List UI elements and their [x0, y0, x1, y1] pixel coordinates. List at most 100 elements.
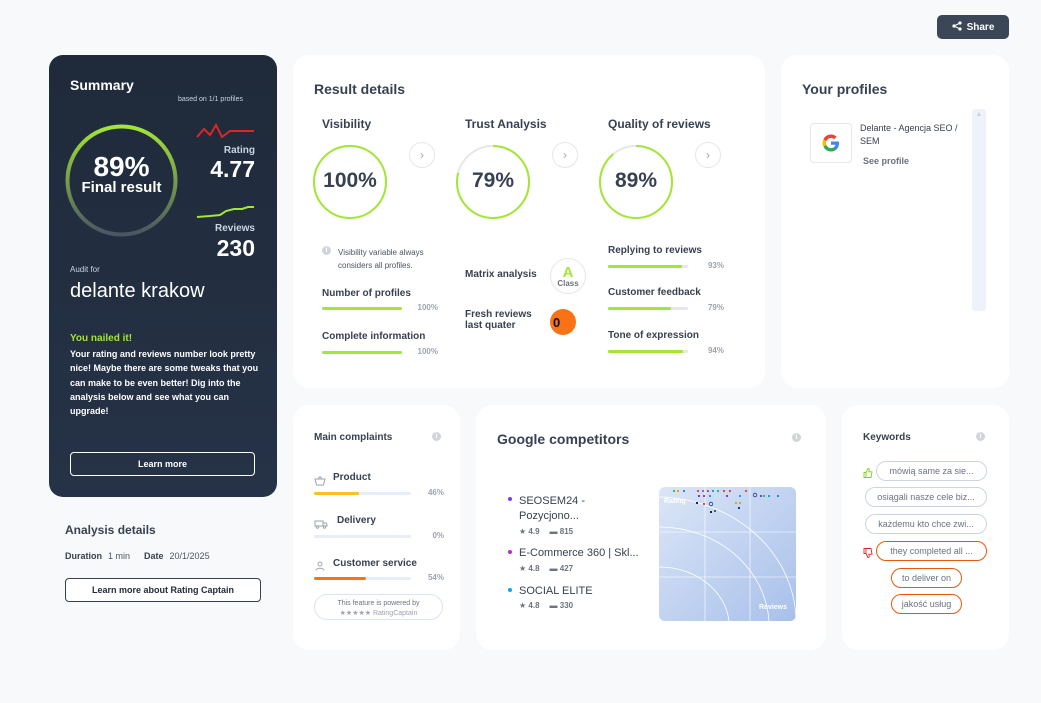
complete-info-bar: [322, 351, 402, 354]
tone-bar: [608, 350, 688, 353]
matrix-label: Matrix analysis: [465, 269, 537, 280]
competitor-stats: ★ 4.8 ▬ 330: [519, 601, 573, 610]
competitor-name[interactable]: E-Commerce 360 | Skl...: [519, 547, 639, 559]
brand-name: RatingCaptain: [372, 610, 418, 617]
keywords-card: Keywords i mówią same za sie... osiągali…: [842, 405, 1009, 650]
chevron-right-icon: ›: [420, 148, 424, 162]
chevron-right-icon: ›: [563, 148, 567, 162]
fresh-reviews-badge: 0: [550, 309, 576, 335]
quality-details-button[interactable]: ›: [695, 142, 721, 168]
product-pct: 46%: [427, 488, 444, 497]
reviews-sparkline: [196, 206, 254, 218]
metric-label: Tone of expression: [608, 330, 699, 341]
metric-label: Number of profiles: [322, 288, 411, 299]
competitor-stats: ★ 4.8 ▬ 427: [519, 564, 573, 573]
trust-ring: [456, 145, 530, 219]
visibility-title: Visibility: [322, 117, 372, 131]
competitor-dot: [508, 588, 512, 592]
star-icon: ★ 4.9: [519, 527, 540, 536]
result-details-card: Result details Visibility 100% › i Visib…: [293, 55, 765, 388]
see-profile-link[interactable]: See profile: [863, 156, 910, 166]
complaint-label: Delivery: [337, 515, 376, 526]
competitor-reviews: 330: [559, 601, 574, 610]
feedback-bar: [608, 307, 688, 310]
complaint-label: Customer service: [333, 558, 417, 569]
competitor-reviews: 427: [559, 564, 574, 573]
profiles-card: Your profiles Delante - Agencja SEO / SE…: [781, 55, 1009, 388]
comment-icon: ▬ 330: [549, 601, 574, 610]
chevron-up-icon[interactable]: ▲: [975, 111, 983, 118]
reviews-value: 230: [216, 235, 255, 261]
visibility-ring: [313, 145, 387, 219]
feedback-pct: 79%: [707, 303, 724, 312]
info-icon[interactable]: i: [432, 432, 441, 441]
result-details-title: Result details: [314, 81, 406, 97]
rating-captain-button[interactable]: Learn more about Rating Captain: [65, 578, 261, 602]
complaints-title: Main complaints: [314, 432, 393, 443]
replying-bar: [608, 265, 688, 268]
visibility-pct: 100%: [323, 169, 377, 192]
powered-by-brand: ★★★★★ RatingCaptain: [315, 609, 442, 619]
competitor-rating: 4.8: [528, 564, 540, 573]
complete-info-pct: 100%: [417, 347, 438, 356]
visibility-metric-profiles: Number of profiles: [322, 288, 411, 299]
summary-card: Summary based on 1/1 profiles 89% Final …: [49, 55, 277, 497]
rating-value: 4.77: [210, 156, 255, 182]
competitor-name[interactable]: SOCIAL ELITE: [519, 585, 593, 597]
fresh-reviews-value: 0: [553, 314, 561, 330]
profiles-bar: [322, 307, 402, 310]
service-bar: [314, 577, 411, 580]
quality-pct: 89%: [614, 169, 658, 192]
truck-icon: [314, 516, 328, 534]
delivery-pct: 0%: [432, 531, 444, 540]
audit-for-label: Audit for: [70, 265, 100, 274]
thumbs-down-icon: [863, 545, 873, 563]
service-pct: 54%: [427, 573, 444, 582]
competitor-rating: 4.9: [528, 527, 540, 536]
info-icon: i: [322, 246, 331, 255]
keyword-positive[interactable]: mówią same za sie...: [876, 461, 987, 481]
keyword-negative[interactable]: jakość usług: [891, 594, 962, 614]
comment-icon: ▬ 815: [549, 527, 574, 536]
competitors-title: Google competitors: [497, 431, 630, 447]
share-label: Share: [966, 21, 995, 33]
keyword-negative[interactable]: to deliver on: [891, 568, 962, 588]
visibility-details-button[interactable]: ›: [409, 142, 435, 168]
final-result-ring: [65, 124, 178, 237]
keyword-negative[interactable]: they completed all ...: [876, 541, 987, 561]
share-button[interactable]: Share: [937, 15, 1009, 39]
matrix-badge: A Class: [550, 258, 586, 294]
profiles-scrollbar[interactable]: ▲: [972, 109, 986, 311]
keyword-positive[interactable]: osiągali nasze cele biz...: [865, 487, 987, 507]
complaints-card: Main complaints i Product 46% Delivery 0…: [293, 405, 460, 650]
comment-icon: ▬ 427: [549, 564, 574, 573]
info-icon[interactable]: i: [792, 433, 801, 442]
star-icon: ★ 4.8: [519, 601, 540, 610]
analysis-title: Analysis details: [65, 523, 156, 537]
keyword-positive[interactable]: każdemu kto chce zwi...: [865, 514, 987, 534]
date-value: 20/1/2025: [169, 551, 210, 561]
final-result-pct: 89%: [93, 151, 150, 182]
info-icon[interactable]: i: [976, 432, 985, 441]
competitor-rating: 4.8: [528, 601, 540, 610]
profiles-title: Your profiles: [802, 81, 888, 97]
learn-more-button[interactable]: Learn more: [70, 452, 255, 476]
chevron-right-icon: ›: [706, 148, 710, 162]
metric-label: Replying to reviews: [608, 245, 702, 256]
chart-x-label: Reviews: [759, 604, 787, 611]
powered-by-badge[interactable]: This feature is powered by ★★★★★ RatingC…: [314, 594, 443, 620]
trust-pct: 79%: [471, 169, 515, 192]
fresh-reviews-label: Fresh reviews last quater: [465, 309, 532, 331]
quality-ring: [599, 145, 673, 219]
duration-value: 1 min: [108, 551, 131, 561]
basket-icon: [314, 473, 326, 491]
replying-pct: 93%: [707, 261, 724, 270]
keywords-title: Keywords: [863, 432, 911, 443]
star-icon: ★ 4.8: [519, 564, 540, 573]
competitor-dot: [508, 550, 512, 554]
audit-name: delante krakow: [70, 280, 205, 302]
trust-details-button[interactable]: ›: [552, 142, 578, 168]
thumbs-up-icon: [863, 465, 873, 483]
competitor-name[interactable]: SEOSEM24 - Pozycjono...: [519, 495, 586, 522]
stars-icon: ★★★★★: [339, 610, 373, 617]
